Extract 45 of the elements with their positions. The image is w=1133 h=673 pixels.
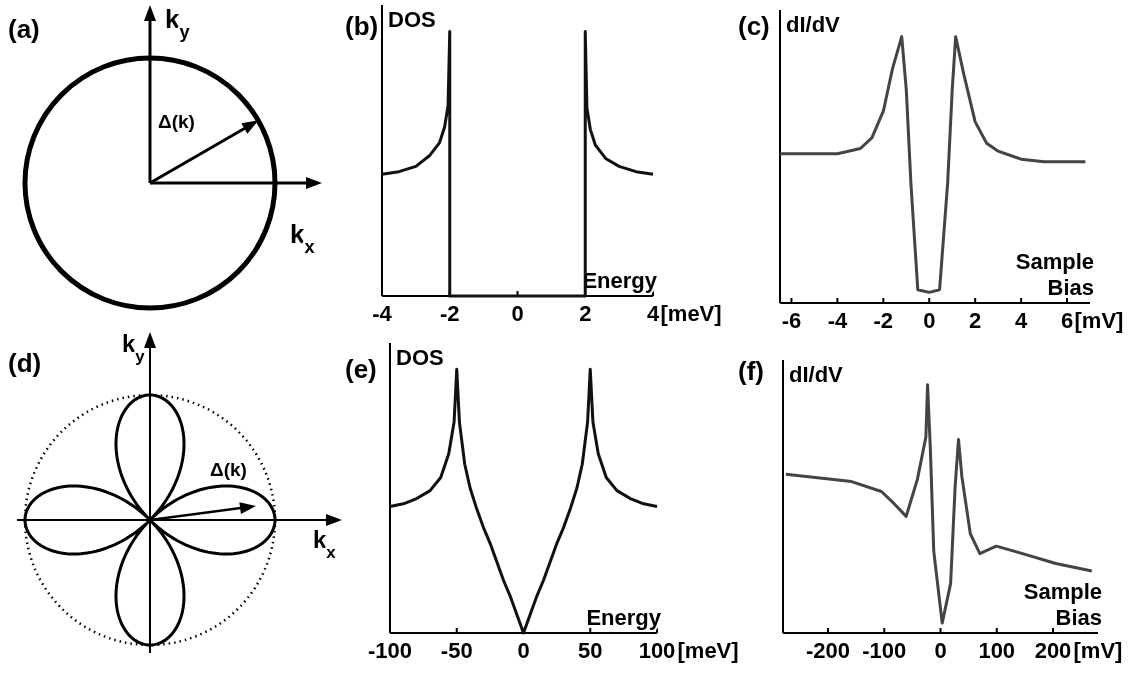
text: (a) xyxy=(8,14,40,44)
y-axis-title: DOS xyxy=(388,7,436,32)
x-tick-label: -100 xyxy=(367,638,413,663)
x-tick-label: 4 xyxy=(646,301,660,326)
text: [mV] xyxy=(1073,638,1123,663)
text: k$_{x}$ xyxy=(290,219,315,257)
x-tick-label: -50 xyxy=(440,638,473,663)
x-tick-label: 2 xyxy=(579,301,592,326)
x-tick-label: 6 xyxy=(1060,308,1074,333)
x-tick-label: -4 xyxy=(827,308,848,333)
x-tick-label: -6 xyxy=(781,308,802,333)
x-axis-title: Energy xyxy=(586,605,662,630)
x-axis-title: Sample Bias xyxy=(1015,249,1094,300)
chart-title: (f) xyxy=(738,356,764,386)
x-tick-label: -2 xyxy=(873,308,894,333)
x-tick-label: 0 xyxy=(511,301,524,326)
x-tick-label: 100 xyxy=(638,638,676,663)
y-axis-title: DOS xyxy=(396,345,444,370)
text: [meV] xyxy=(660,301,722,326)
text: k$_{y}$ xyxy=(122,330,146,366)
text: (d) xyxy=(8,348,42,378)
x-tick-label: -100 xyxy=(862,638,907,663)
x-tick-label: 0 xyxy=(934,638,947,663)
chart-title: (e) xyxy=(345,354,377,384)
chart-title: (b) xyxy=(345,11,379,41)
x-axis-title: Sample Bias xyxy=(1023,579,1102,630)
x-tick-label: -2 xyxy=(439,301,460,326)
x-tick-label: 50 xyxy=(578,638,603,663)
x-tick-label: 2 xyxy=(969,308,982,333)
text: k$_{y}$ xyxy=(165,4,191,42)
text: [meV] xyxy=(677,638,739,663)
text: k$_{x}$ xyxy=(313,526,337,562)
x-tick-label: 200 xyxy=(1034,638,1072,663)
text: [mV] xyxy=(1074,308,1124,333)
text: Δ(k) xyxy=(158,111,195,132)
x-tick-label: -4 xyxy=(372,301,393,326)
x-tick-label: 100 xyxy=(978,638,1016,663)
text: Δ(k) xyxy=(210,459,247,480)
y-axis-title: dI/dV xyxy=(786,12,841,37)
x-tick-label: -200 xyxy=(805,638,851,663)
x-tick-label: 0 xyxy=(923,308,936,333)
y-axis-title: dI/dV xyxy=(789,362,844,387)
x-tick-label: 4 xyxy=(1014,308,1028,333)
chart-title: (c) xyxy=(738,11,770,41)
x-tick-label: 0 xyxy=(517,638,530,663)
